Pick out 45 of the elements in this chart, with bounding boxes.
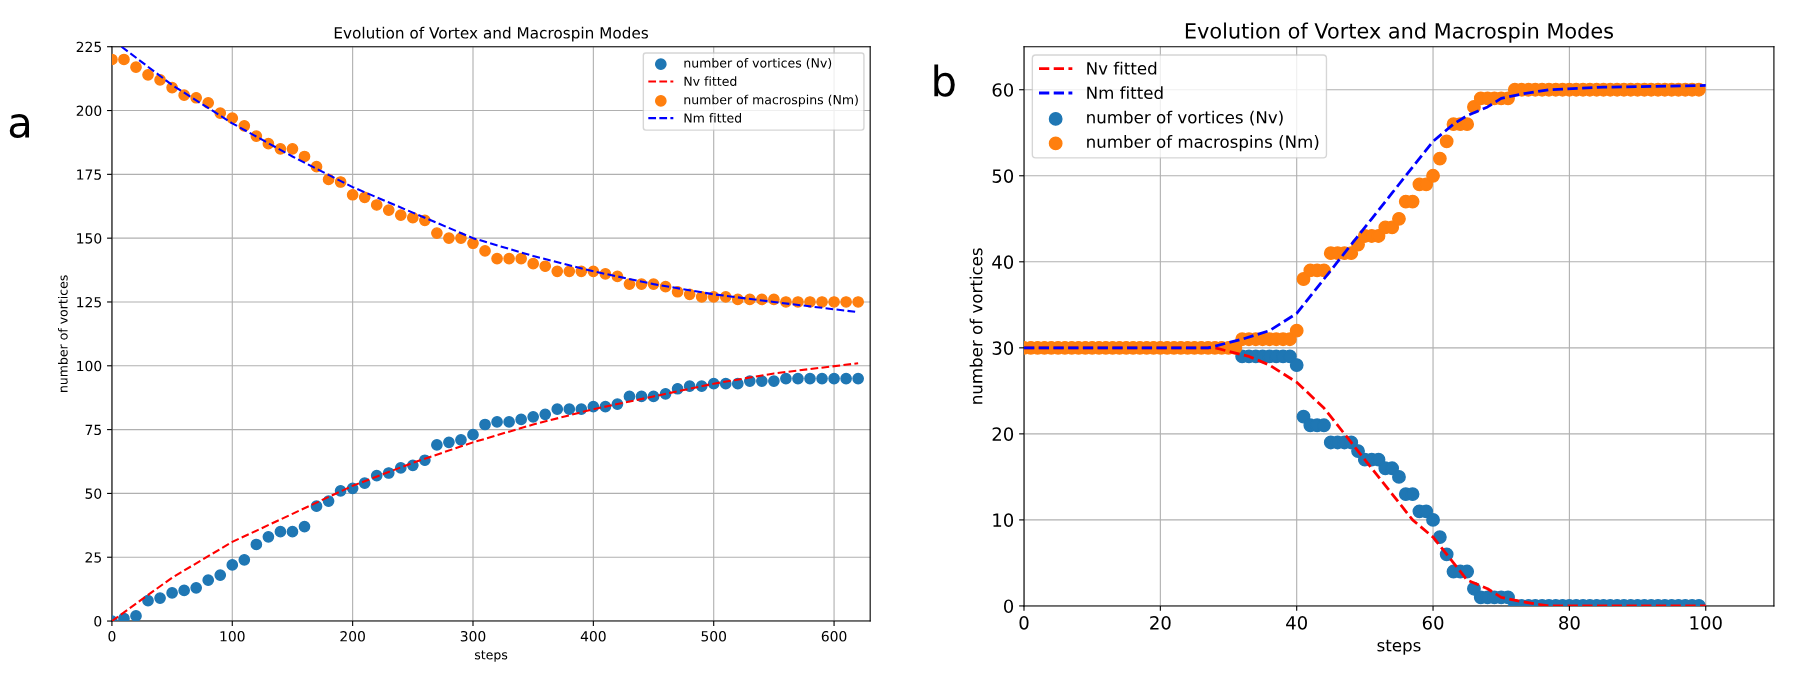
legend-label: Nm fitted — [1087, 86, 1163, 100]
y-tick-label: 20 — [992, 427, 1014, 441]
x-tick-label: 0 — [1019, 615, 1029, 630]
y-tick-label: 25 — [85, 552, 101, 563]
y-tick-label: 200 — [76, 105, 102, 116]
legend-label: Nv fitted — [1087, 61, 1157, 75]
y-tick-label: 125 — [77, 296, 101, 308]
x-tick-label: 0 — [108, 631, 116, 642]
chart-title: Evolution of Vortex and Macrospin Modes — [334, 26, 649, 42]
y-tick-label: 100 — [77, 360, 102, 372]
text: a — [9, 114, 30, 138]
x-tick-label: 600 — [821, 631, 847, 642]
y-tick-label: 60 — [992, 83, 1014, 97]
legend-label: number of macrospins (Nm) — [1087, 135, 1319, 152]
x-tick-label: 400 — [580, 631, 606, 642]
y-tick-label: 175 — [77, 169, 101, 180]
y-tick-label: 50 — [992, 169, 1014, 183]
y-tick-label: 10 — [993, 513, 1014, 528]
y-axis-title: number of vortices — [969, 248, 983, 404]
x-tick-label: 80 — [1559, 615, 1580, 630]
x-tick-label: 300 — [460, 631, 486, 642]
x-tick-label: 20 — [1150, 615, 1171, 630]
y-tick-label: 30 — [992, 341, 1014, 355]
y-tick-label: 225 — [76, 41, 101, 53]
x-axis-title: steps — [474, 650, 508, 662]
y-tick-label: 75 — [85, 424, 101, 436]
legend-label: Nv fitted — [684, 76, 737, 86]
legend-label: number of macrospins (Nm) — [684, 94, 858, 107]
x-tick-label: 100 — [220, 631, 245, 642]
legend-label: Nm fitted — [684, 113, 741, 123]
y-axis-title: number of vortices — [58, 275, 68, 392]
y-tick-label: 50 — [85, 488, 102, 499]
y-tick-label: 0 — [1003, 599, 1014, 614]
x-tick-label: 500 — [701, 631, 727, 642]
x-tick-label: 40 — [1286, 615, 1307, 630]
y-tick-label: 150 — [77, 233, 102, 244]
legend-label: number of vortices (Nv) — [1087, 110, 1283, 126]
text: b — [934, 64, 955, 97]
x-tick-label: 200 — [340, 631, 365, 642]
x-axis-title: steps — [1377, 639, 1421, 655]
x-tick-label: 60 — [1422, 615, 1444, 630]
x-tick-label: 100 — [1690, 615, 1722, 630]
y-tick-label: 40 — [992, 255, 1014, 269]
legend-label: number of vortices (Nv) — [684, 57, 832, 70]
chart-title: Evolution of Vortex and Macrospin Modes — [1185, 22, 1614, 43]
